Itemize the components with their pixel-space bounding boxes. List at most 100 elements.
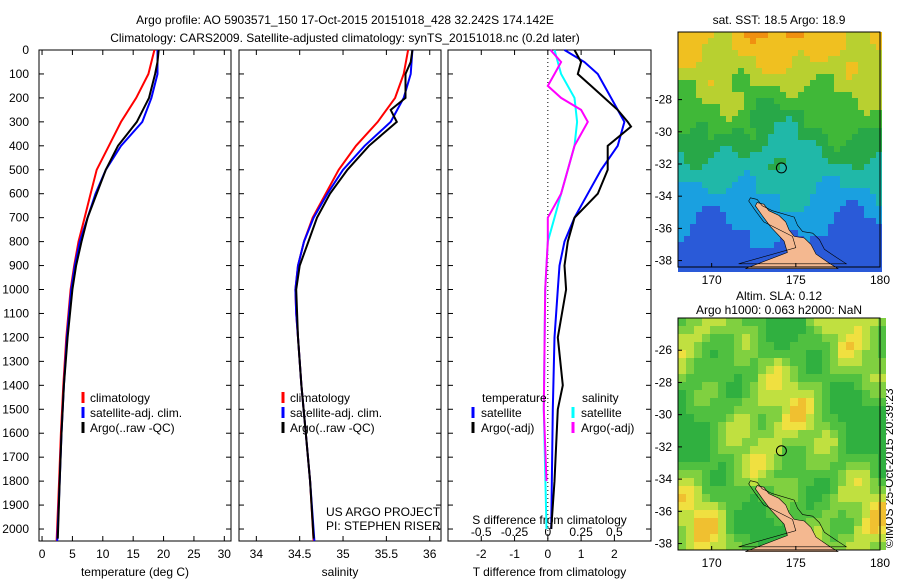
map-cell bbox=[690, 206, 696, 212]
map-cell bbox=[846, 358, 854, 366]
map-cell bbox=[816, 170, 822, 176]
map-cell bbox=[678, 390, 686, 398]
map-subtitle: Argo h1000: 0.063 h2000: NaN bbox=[696, 303, 862, 317]
map-cell bbox=[690, 152, 696, 158]
map-cell bbox=[678, 534, 686, 542]
map-cell bbox=[804, 266, 810, 272]
map-cell bbox=[822, 254, 828, 260]
map-cell bbox=[840, 80, 846, 86]
map-cell bbox=[782, 414, 790, 422]
map-cell bbox=[828, 260, 834, 266]
map-cell bbox=[864, 140, 870, 146]
map-cell bbox=[852, 98, 858, 104]
map-cell bbox=[780, 92, 786, 98]
map-cell bbox=[828, 74, 834, 80]
map-cell bbox=[742, 462, 750, 470]
map-cell bbox=[678, 542, 686, 550]
map-cell bbox=[774, 470, 782, 478]
map-cell bbox=[742, 446, 750, 454]
map-cell bbox=[790, 398, 798, 406]
map-cell bbox=[876, 38, 882, 44]
map-cell bbox=[708, 62, 714, 68]
map-cell bbox=[798, 128, 804, 134]
map-cell bbox=[734, 502, 742, 510]
map-cell bbox=[732, 188, 738, 194]
map-cell bbox=[720, 164, 726, 170]
map-cell bbox=[734, 478, 742, 486]
map-cell bbox=[792, 146, 798, 152]
map-cell bbox=[678, 218, 684, 224]
map-cell bbox=[838, 406, 846, 414]
y-tick-label: -26 bbox=[655, 343, 673, 357]
map-cell bbox=[870, 470, 878, 478]
map-cell bbox=[806, 398, 814, 406]
x-tick-label: 175 bbox=[786, 273, 806, 287]
map-cell bbox=[870, 366, 878, 374]
map-cell bbox=[822, 470, 830, 478]
map-cell bbox=[858, 134, 864, 140]
map-cell bbox=[734, 494, 742, 502]
map-cell bbox=[678, 170, 684, 176]
x-tick-label: 170 bbox=[702, 273, 722, 287]
map-cell bbox=[878, 334, 886, 342]
map-cell bbox=[686, 342, 694, 350]
map-cell bbox=[750, 200, 756, 206]
map-cell bbox=[684, 98, 690, 104]
map-cell bbox=[726, 212, 732, 218]
map-cell bbox=[762, 230, 768, 236]
map-cell bbox=[864, 32, 870, 38]
x-axis-label: T difference from climatology bbox=[473, 565, 627, 579]
map-cell bbox=[720, 230, 726, 236]
map-cell bbox=[684, 242, 690, 248]
map-cell bbox=[798, 366, 806, 374]
map-cell bbox=[694, 478, 702, 486]
map-cell bbox=[878, 478, 886, 486]
map-cell bbox=[780, 206, 786, 212]
map-cell bbox=[714, 170, 720, 176]
map-cell bbox=[840, 50, 846, 56]
map-cell bbox=[702, 176, 708, 182]
map-cell bbox=[816, 248, 822, 254]
map-cell bbox=[718, 414, 726, 422]
map-cell bbox=[834, 266, 840, 272]
map-cell bbox=[768, 152, 774, 158]
map-cell bbox=[782, 478, 790, 486]
x-tick-label: 15 bbox=[126, 547, 140, 561]
map-cell bbox=[854, 542, 862, 550]
map-cell bbox=[852, 50, 858, 56]
map-cell bbox=[756, 242, 762, 248]
map-cell bbox=[780, 242, 786, 248]
map-cell bbox=[758, 358, 766, 366]
map-cell bbox=[774, 86, 780, 92]
map-cell bbox=[696, 32, 702, 38]
map-cell bbox=[756, 236, 762, 242]
map-cell bbox=[816, 50, 822, 56]
map-cell bbox=[756, 110, 762, 116]
map-cell bbox=[756, 38, 762, 44]
map-cell bbox=[750, 134, 756, 140]
map-cell bbox=[678, 98, 684, 104]
map-cell bbox=[786, 98, 792, 104]
map-cell bbox=[838, 422, 846, 430]
map-cell bbox=[846, 366, 854, 374]
map-cell bbox=[790, 446, 798, 454]
map-cell bbox=[798, 494, 806, 502]
map-cell bbox=[854, 366, 862, 374]
x-tick-label: 5 bbox=[69, 547, 76, 561]
map-cell bbox=[750, 342, 758, 350]
map-cell bbox=[708, 176, 714, 182]
map-cell bbox=[708, 98, 714, 104]
map-cell bbox=[838, 438, 846, 446]
map-cell bbox=[702, 478, 710, 486]
map-cell bbox=[870, 200, 876, 206]
map-cell bbox=[750, 110, 756, 116]
map-cell bbox=[774, 170, 780, 176]
map-cell bbox=[708, 68, 714, 74]
map-cell bbox=[726, 74, 732, 80]
map-cell bbox=[738, 194, 744, 200]
map-cell bbox=[834, 170, 840, 176]
map-cell bbox=[834, 176, 840, 182]
map-cell bbox=[822, 502, 830, 510]
map-cell bbox=[846, 92, 852, 98]
map-cell bbox=[838, 350, 846, 358]
